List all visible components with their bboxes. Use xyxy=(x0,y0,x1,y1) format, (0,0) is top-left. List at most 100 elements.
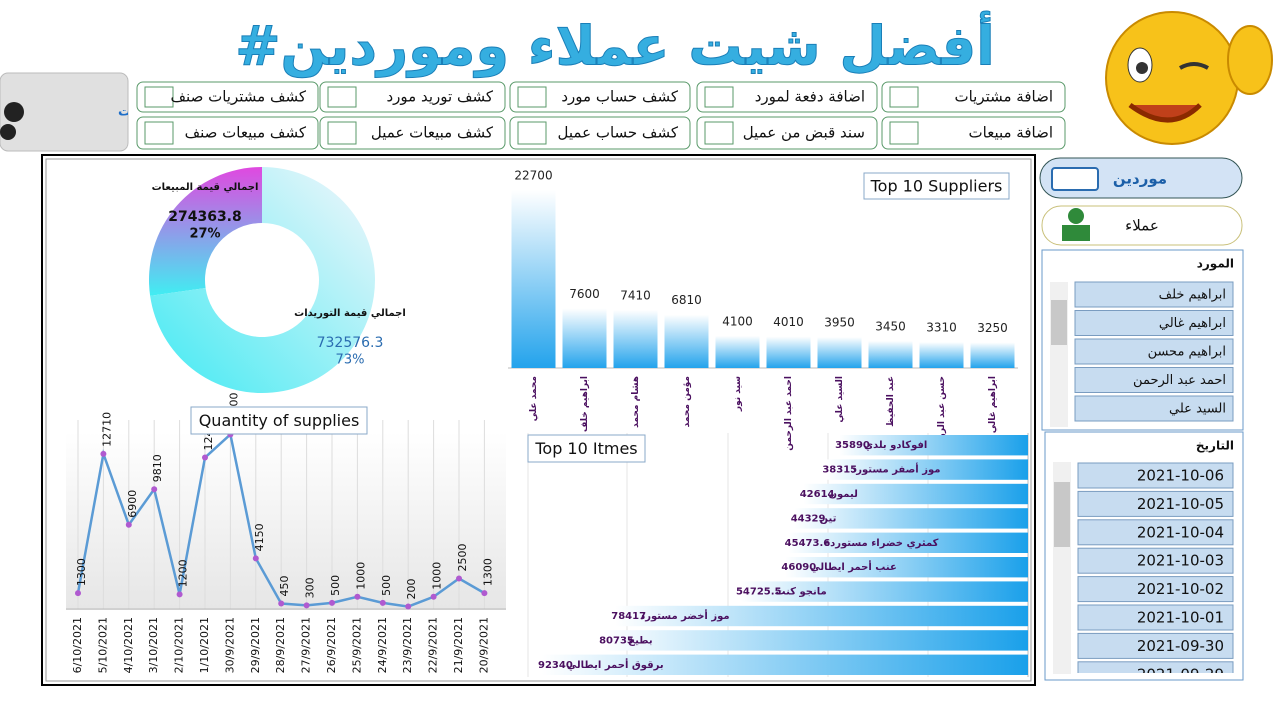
bar-category: ليمون xyxy=(829,489,858,500)
button-frame xyxy=(881,116,1066,150)
bar xyxy=(715,335,760,368)
list-item[interactable] xyxy=(1074,367,1234,393)
plot-area xyxy=(66,432,506,610)
bar-value-label: 42614 xyxy=(800,489,835,500)
list-item[interactable] xyxy=(1077,547,1234,574)
toolbar-button[interactable]: كشف حساب عميل xyxy=(509,116,691,150)
list-header: التاريخ xyxy=(1196,439,1234,453)
toolbar-button[interactable]: اضافة مشتريات xyxy=(881,81,1066,113)
button-icon xyxy=(144,86,174,108)
point-value-label: 12710 xyxy=(100,412,113,447)
list-item[interactable] xyxy=(1074,338,1234,365)
donut-segment xyxy=(150,167,375,393)
x-tick-label: 25/9/2021 xyxy=(350,617,363,673)
button-icon xyxy=(704,86,734,108)
x-tick-label: 27/9/2021 xyxy=(300,617,313,673)
tab-customers[interactable] xyxy=(1041,205,1243,246)
list-item-label: 2021-10-02 xyxy=(1137,580,1224,598)
toolbar-button[interactable]: كشف حساب مورد xyxy=(509,81,691,113)
bar xyxy=(785,557,1028,578)
toolbar-button[interactable]: كشف مبيعات عميل xyxy=(319,116,506,150)
page-title: #أفضل شيت عملاء وموردين xyxy=(235,11,994,78)
line-marker xyxy=(75,590,81,597)
button-frame xyxy=(319,81,506,113)
dashboard-frame xyxy=(41,154,1036,686)
truck-icon xyxy=(1051,167,1099,191)
list-item-label: 2021-09-29 xyxy=(1137,665,1224,683)
line-marker xyxy=(125,521,132,528)
list-item[interactable] xyxy=(1077,462,1234,489)
button-icon xyxy=(327,121,357,145)
x-tick-label: محمد علي xyxy=(529,376,539,421)
list-item[interactable] xyxy=(1077,576,1234,603)
bar-category: موز أصفر مستورد xyxy=(851,463,940,476)
list-item-label: 2021-10-03 xyxy=(1137,552,1224,570)
line-marker xyxy=(202,454,208,461)
list-item[interactable] xyxy=(1074,310,1234,336)
list-item-label: ابراهيم خلف xyxy=(1159,288,1226,303)
person-icon xyxy=(1062,225,1090,241)
side-button[interactable]: اضافة العملاء والموردين والتصنيفات xyxy=(0,72,350,152)
scroll-thumb[interactable] xyxy=(1054,482,1070,547)
line-marker xyxy=(176,591,183,598)
toolbar-button[interactable]: كشف توريد مورد xyxy=(319,81,506,113)
line-marker xyxy=(481,590,488,597)
chart-title: Top 10 Itmes xyxy=(534,439,637,458)
list-item-label: 2021-09-30 xyxy=(1137,637,1224,655)
list-item-label: السيد علي xyxy=(1169,402,1226,417)
list-item[interactable] xyxy=(1077,519,1234,546)
donut-category: اجمالي قيمة التوريدات xyxy=(294,308,406,319)
x-tick-label: 30/9/2021 xyxy=(223,617,236,673)
bar-value-label: 92340 xyxy=(538,660,573,671)
side-button-label: اضافة العملاء والموردين والتصنيفات xyxy=(118,105,350,120)
bar xyxy=(511,190,556,368)
bar-value-label: 80735 xyxy=(599,635,634,646)
bar xyxy=(664,314,709,368)
chart-title: Quantity of supplies xyxy=(199,411,360,430)
button-frame xyxy=(696,81,878,113)
toolbar-button[interactable]: اضافة دفعة لمورد xyxy=(696,81,878,113)
button-icon xyxy=(327,86,357,108)
button-label: كشف حساب عميل xyxy=(558,124,679,142)
x-tick-label: 28/9/2021 xyxy=(274,617,287,673)
bar xyxy=(826,459,1028,480)
bar-value-label: 4010 xyxy=(773,315,804,329)
bar-label: برقوق أحمر ايطالي92340 xyxy=(538,658,664,671)
line-marker xyxy=(278,600,285,607)
bar-category: مانجو كنت xyxy=(776,587,827,598)
bar-value-label: 3250 xyxy=(977,321,1008,335)
bar-value-label: 35890 xyxy=(835,440,870,451)
scroll-thumb[interactable] xyxy=(1051,300,1067,345)
point-value-label: 1000 xyxy=(354,562,367,590)
bar xyxy=(615,605,1028,627)
x-tick-label: 26/9/2021 xyxy=(325,617,338,673)
button-icon xyxy=(517,86,547,108)
bar-label: كمثري خضراء مستوردة45473.6 xyxy=(785,538,939,549)
button-label: كشف مشتريات صنف xyxy=(171,88,307,106)
toolbar-button[interactable]: كشف مبيعات صنف xyxy=(136,116,319,150)
line-marker xyxy=(252,555,259,562)
list-item[interactable] xyxy=(1077,490,1234,517)
list-item[interactable] xyxy=(1077,661,1234,687)
bar xyxy=(613,309,658,368)
chart-title-box xyxy=(190,406,368,435)
list-item[interactable] xyxy=(1077,604,1234,631)
bar-category: تين xyxy=(819,513,836,524)
toolbar-button[interactable]: سند قبض من عميل xyxy=(696,116,878,150)
list-item[interactable] xyxy=(1074,281,1234,308)
donut-percent: 27% xyxy=(189,227,220,242)
toolbar-button[interactable]: كشف مشتريات صنف xyxy=(136,81,319,113)
bar xyxy=(970,342,1015,368)
x-tick-label: 1/10/2021 xyxy=(198,617,211,673)
bar-category: كمثري خضراء مستوردة xyxy=(824,538,938,549)
list-item-label: 2021-10-06 xyxy=(1137,467,1224,485)
button-label: سند قبض من عميل xyxy=(743,124,865,142)
line-marker xyxy=(303,602,310,609)
x-tick-label: حسن عبد الرؤوف xyxy=(937,376,947,455)
bar xyxy=(839,435,1028,456)
list-item[interactable] xyxy=(1074,395,1234,422)
bar-label: مانجو كنت54725.5 xyxy=(736,587,827,598)
x-tick-label: ابراهيم غالي xyxy=(988,376,998,433)
list-item[interactable] xyxy=(1077,632,1234,659)
toolbar-button[interactable]: اضافة مبيعات xyxy=(881,116,1066,150)
